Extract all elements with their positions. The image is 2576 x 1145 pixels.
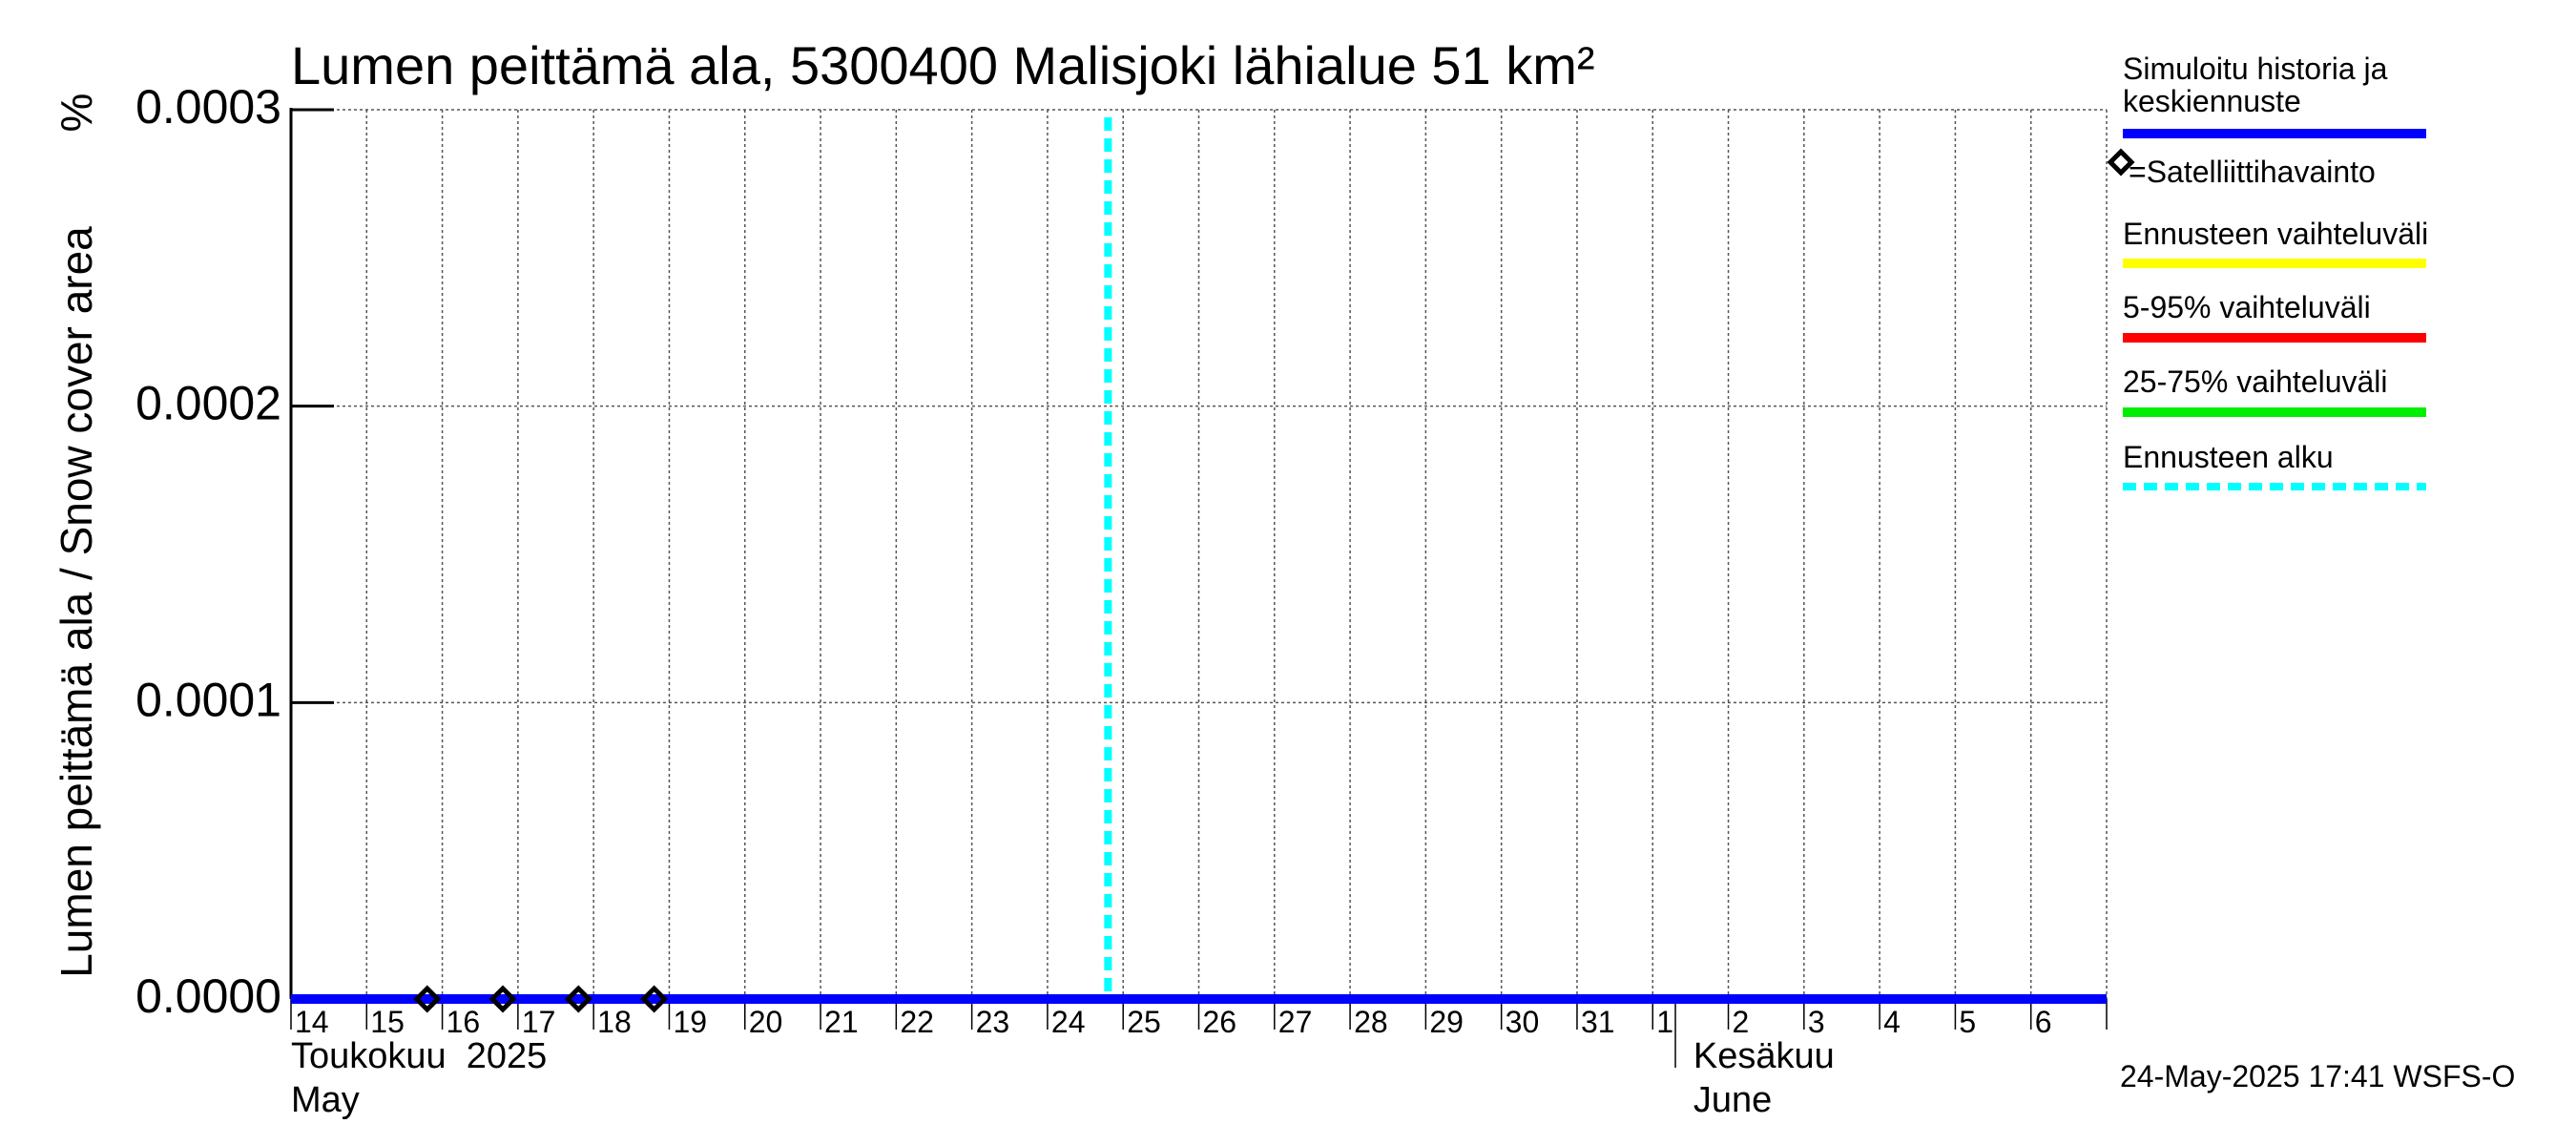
chart-title: Lumen peittämä ala, 5300400 Malisjoki lä…: [291, 35, 1595, 95]
x-tick-label: 23: [976, 1005, 1010, 1039]
x-tick-label: 20: [749, 1005, 783, 1039]
x-tick-label: 21: [824, 1005, 859, 1039]
y-axis-label: Lumen peittämä ala / Snow cover area: [52, 226, 101, 978]
x-tick-label: 18: [597, 1005, 632, 1039]
y-tick-label: 0.0000: [135, 969, 281, 1023]
x-tick-label: 26: [1203, 1005, 1237, 1039]
legend-label: Ennusteen vaihteluväli: [2123, 217, 2429, 251]
x-tick-label: 28: [1354, 1005, 1388, 1039]
x-tick-label: 31: [1581, 1005, 1615, 1039]
x-tick-label: 17: [522, 1005, 556, 1039]
x-tick-label: 1: [1656, 1005, 1673, 1039]
legend: [2107, 129, 2426, 490]
x-tick-label: 4: [1883, 1005, 1901, 1039]
x-tick-label: 22: [900, 1005, 934, 1039]
observation-marker: [564, 985, 592, 1013]
x-tick-label: 30: [1506, 1005, 1540, 1039]
observation-marker: [413, 985, 442, 1013]
x-tick-label: 19: [673, 1005, 707, 1039]
legend-label: 5-95% vaihteluväli: [2123, 290, 2371, 324]
timestamp-footer: 24-May-2025 17:41 WSFS-O: [2120, 1059, 2516, 1093]
x-tick-label: 15: [370, 1005, 405, 1039]
x-tick-label: 27: [1278, 1005, 1313, 1039]
legend-label: Simuloitu historia ja keskiennuste: [2123, 52, 2388, 118]
legend-label: Ennusteen alku: [2123, 440, 2334, 474]
x-tick-label: 29: [1429, 1005, 1464, 1039]
x-tick-label: 6: [2035, 1005, 2052, 1039]
grid: [291, 109, 2108, 999]
y-axis-unit: %: [52, 94, 101, 133]
month-label-en: June: [1693, 1080, 1772, 1120]
legend-marker: [2107, 148, 2135, 177]
x-tick-label: 5: [1959, 1005, 1976, 1039]
observation-marker: [488, 985, 517, 1013]
legend-label: =Satelliittihavainto: [2129, 155, 2376, 189]
y-tick-label: 0.0001: [135, 673, 281, 726]
x-tick-label: 2: [1733, 1005, 1750, 1039]
x-tick-label: 24: [1051, 1005, 1086, 1039]
x-tick-label: 3: [1808, 1005, 1825, 1039]
observation-marker: [640, 985, 669, 1013]
y-tick-label: 0.0003: [135, 80, 281, 134]
month-label-fi: Kesäkuu: [1693, 1036, 1835, 1076]
x-tick-label: 16: [447, 1005, 481, 1039]
month-label-en: May: [291, 1080, 360, 1120]
month-label-fi: Toukokuu 2025: [291, 1036, 547, 1076]
y-tick-label: 0.0002: [135, 377, 281, 430]
x-tick-label: 14: [295, 1005, 329, 1039]
x-tick-label: 25: [1127, 1005, 1161, 1039]
series-layer: [291, 117, 2107, 1013]
legend-label: 25-75% vaihteluväli: [2123, 364, 2388, 399]
